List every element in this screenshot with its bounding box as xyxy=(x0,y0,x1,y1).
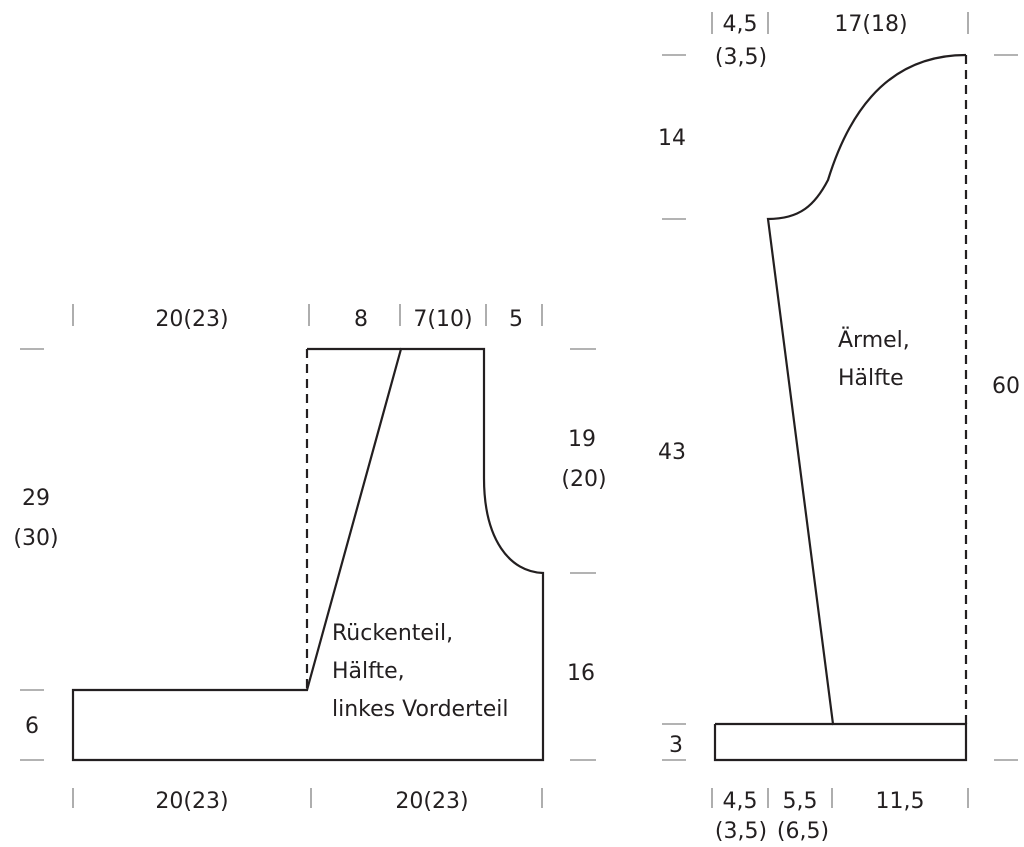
piece-label: Hälfte, xyxy=(332,659,405,684)
piece-label: Rückenteil, xyxy=(332,621,453,646)
back-front-outline xyxy=(71,347,545,762)
height-cuff-label: 3 xyxy=(669,733,683,758)
height-total-label: 29 xyxy=(22,486,50,511)
piece-label: Hälfte xyxy=(838,366,904,391)
piece-label: linkes Vorderteil xyxy=(332,697,509,722)
piece-label: Ärmel, xyxy=(838,327,910,353)
bottom-width-label: 20(23) xyxy=(155,789,228,814)
height-side-label: 16 xyxy=(567,661,595,686)
height-total-label: 60 xyxy=(992,374,1020,399)
bottom-width-label: (3,5) xyxy=(715,819,767,844)
bottom-width-label: 11,5 xyxy=(876,789,925,814)
sleeve-piece: 4,5 (3,5) 17(18) 4,5 (3,5) 5,5 (6,5) 11,… xyxy=(658,12,1020,844)
height-total-label: (30) xyxy=(13,526,58,551)
height-hem-label: 6 xyxy=(25,714,39,739)
top-width-label: 17(18) xyxy=(834,12,907,37)
top-width-label: 20(23) xyxy=(155,307,228,332)
top-width-label: (3,5) xyxy=(715,45,767,70)
back-front-piece: 20(23) 8 7(10) 5 20(23) 20(23) 29 (30) 6… xyxy=(13,304,607,814)
height-cap-label: 14 xyxy=(658,126,686,151)
sleeve-outline xyxy=(713,53,968,762)
top-width-label: 5 xyxy=(509,307,523,332)
height-armhole-label: (20) xyxy=(561,467,606,492)
bottom-width-label: 20(23) xyxy=(395,789,468,814)
top-width-label: 7(10) xyxy=(413,307,472,332)
top-width-label: 8 xyxy=(354,307,368,332)
top-width-label: 4,5 xyxy=(723,12,758,37)
height-armhole-label: 19 xyxy=(568,427,596,452)
bottom-width-label: 5,5 xyxy=(783,789,818,814)
bottom-width-label: (6,5) xyxy=(777,819,829,844)
bottom-width-label: 4,5 xyxy=(723,789,758,814)
height-body-label: 43 xyxy=(658,440,686,465)
